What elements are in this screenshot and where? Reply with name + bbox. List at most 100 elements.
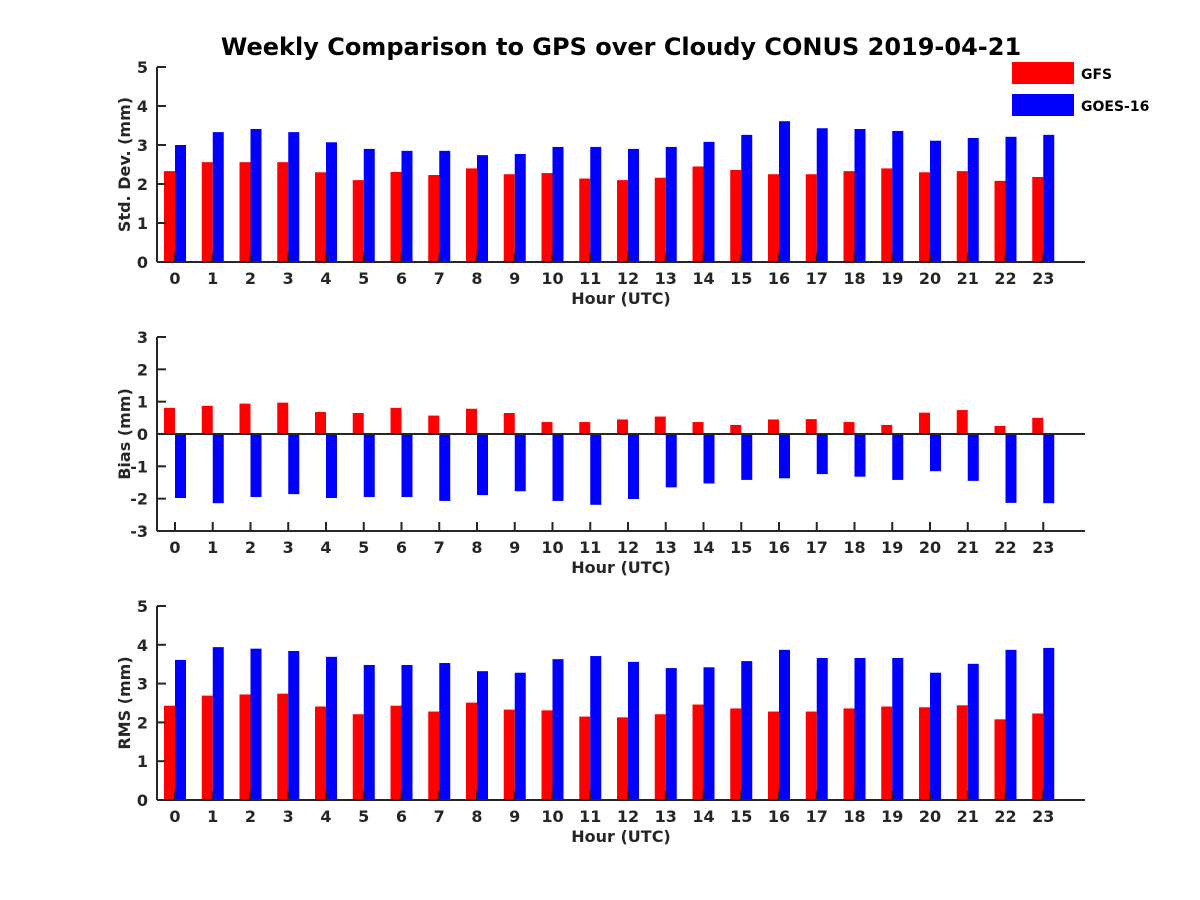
std-dev-bar-gfs-hour-20: [919, 172, 930, 262]
bias-x-tick-label: 13: [655, 538, 677, 557]
rms-bar-gfs-hour-9: [503, 709, 515, 800]
bias-x-tick-label: 9: [509, 538, 520, 557]
bias-bar-goes16-hour-3: [288, 434, 300, 495]
rms-bar-gfs-hour-13: [654, 714, 666, 800]
std-dev-y-tick-label: 3: [137, 136, 148, 155]
bias-bar-goes16-hour-22: [1005, 434, 1017, 503]
rms-bar-goes16-hour-13: [665, 668, 677, 800]
legend-label-goes16: GOES-16: [1081, 99, 1149, 115]
std-dev-bar-gfs-hour-7: [428, 175, 440, 262]
std-dev-x-tick-label: 7: [434, 269, 445, 288]
rms-x-tick-label: 2: [245, 807, 256, 826]
legend: GFS GOES-16: [1012, 62, 1149, 116]
std-dev-bar-gfs-hour-11: [579, 178, 591, 262]
rms-x-tick-label: 23: [1032, 807, 1054, 826]
std-dev-bar-goes16-hour-10: [552, 146, 564, 262]
bias-bar-gfs-hour-10: [541, 422, 553, 434]
std-dev-x-tick-label: 11: [579, 269, 601, 288]
rms-y-tick-label: 4: [137, 636, 148, 655]
rms-bar-goes16-hour-0: [175, 659, 186, 800]
rms-bar-goes16-hour-9: [514, 672, 526, 800]
rms-x-tick-label: 0: [169, 807, 180, 826]
bias-bar-gfs-hour-6: [390, 407, 402, 434]
rms-x-tick-label: 8: [471, 807, 482, 826]
std-dev-x-tick-label: 21: [957, 269, 979, 288]
std-dev-bar-gfs-hour-6: [390, 171, 402, 262]
bias-bar-gfs-hour-20: [919, 412, 930, 434]
bias-bar-gfs-hour-15: [730, 424, 742, 434]
rms-y-tick-label: 0: [137, 791, 148, 810]
rms-bar-goes16-hour-15: [741, 661, 753, 800]
rms-bar-goes16-hour-16: [779, 649, 790, 800]
bias-bar-gfs-hour-4: [315, 412, 326, 434]
bias-y-tick-label: -2: [130, 490, 148, 509]
bias-x-tick-label: 1: [207, 538, 218, 557]
bias-x-tick-label: 23: [1032, 538, 1054, 557]
std-dev-bar-gfs-hour-16: [768, 174, 779, 262]
std-dev-x-tick-label: 17: [806, 269, 828, 288]
bias-x-tick-label: 3: [283, 538, 294, 557]
std-dev-bar-goes16-hour-0: [175, 145, 186, 262]
rms-x-tick-label: 19: [881, 807, 903, 826]
bias-x-tick-label: 6: [396, 538, 407, 557]
std-dev-x-tick-label: 2: [245, 269, 256, 288]
bias-x-tick-label: 19: [881, 538, 903, 557]
std-dev-bar-gfs-hour-17: [805, 174, 817, 262]
std-dev-bar-gfs-hour-1: [201, 162, 213, 262]
rms-x-tick-label: 10: [541, 807, 563, 826]
rms-y-tick-label: 5: [137, 597, 148, 616]
rms-x-axis-label: Hour (UTC): [571, 827, 671, 846]
std-dev-bar-goes16-hour-1: [212, 132, 224, 262]
rms-x-tick-label: 4: [320, 807, 331, 826]
bias-x-tick-label: 5: [358, 538, 369, 557]
std-dev-bar-goes16-hour-23: [1043, 134, 1055, 262]
rms-bar-goes16-hour-12: [628, 661, 639, 800]
rms-x-tick-label: 1: [207, 807, 218, 826]
bias-y-tick-label: 2: [137, 360, 148, 379]
bias-x-tick-label: 17: [806, 538, 828, 557]
rms-x-tick-label: 12: [617, 807, 639, 826]
bias-y-tick-label: 3: [137, 328, 148, 347]
bias-bar-goes16-hour-5: [363, 434, 375, 498]
bias-bar-gfs-hour-21: [956, 410, 968, 434]
rms-bar-gfs-hour-21: [956, 705, 968, 800]
std-dev-bar-goes16-hour-6: [401, 150, 413, 262]
std-dev-bar-goes16-hour-18: [854, 129, 866, 262]
std-dev-bar-goes16-hour-12: [628, 148, 639, 262]
bias-bar-gfs-hour-13: [654, 416, 666, 434]
rms-x-tick-label: 7: [434, 807, 445, 826]
std-dev-bar-goes16-hour-7: [439, 150, 451, 262]
std-dev-bar-goes16-hour-22: [1005, 136, 1017, 262]
std-dev-bar-gfs-hour-22: [994, 180, 1006, 262]
legend-label-gfs: GFS: [1081, 67, 1112, 83]
bias-y-tick-label: -3: [130, 522, 148, 541]
std-dev-bar-gfs-hour-12: [617, 180, 628, 262]
bias-x-tick-label: 12: [617, 538, 639, 557]
bias-bar-gfs-hour-19: [881, 424, 893, 434]
std-dev-bar-gfs-hour-21: [956, 171, 968, 262]
bias-bar-goes16-hour-19: [892, 434, 904, 480]
rms-bar-goes16-hour-7: [439, 663, 451, 800]
bias-x-tick-label: 7: [434, 538, 445, 557]
rms-x-tick-label: 3: [283, 807, 294, 826]
rms-bar-goes16-hour-22: [1005, 649, 1017, 800]
std-dev-x-tick-label: 8: [471, 269, 482, 288]
rms-x-tick-label: 22: [994, 807, 1016, 826]
rms-x-tick-label: 18: [843, 807, 865, 826]
bias-bar-gfs-hour-11: [579, 422, 591, 434]
rms-bar-gfs-hour-22: [994, 719, 1006, 800]
rms-x-tick-label: 13: [655, 807, 677, 826]
std-dev-bar-gfs-hour-5: [352, 180, 364, 262]
std-dev-y-axis-label: Std. Dev. (mm): [115, 97, 134, 232]
rms-bar-gfs-hour-2: [239, 694, 251, 800]
std-dev-x-tick-label: 14: [692, 269, 714, 288]
std-dev-bar-gfs-hour-0: [164, 171, 175, 262]
rms-bar-gfs-hour-16: [768, 711, 779, 800]
std-dev-x-tick-label: 0: [169, 269, 180, 288]
std-dev-bar-gfs-hour-23: [1032, 176, 1044, 262]
rms-bar-goes16-hour-10: [552, 659, 564, 800]
bias-bar-gfs-hour-2: [239, 403, 251, 434]
rms-bar-goes16-hour-17: [816, 657, 828, 800]
bias-bar-gfs-hour-23: [1032, 417, 1044, 434]
